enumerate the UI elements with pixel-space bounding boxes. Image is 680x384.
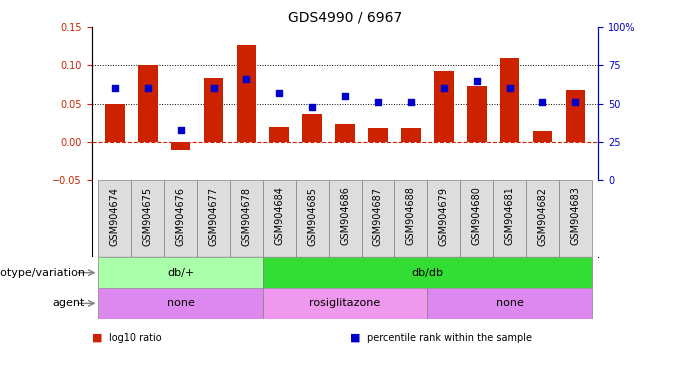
Text: GSM904688: GSM904688 bbox=[406, 187, 416, 245]
Text: GSM904676: GSM904676 bbox=[175, 187, 186, 246]
Text: GSM904680: GSM904680 bbox=[472, 187, 481, 245]
Bar bbox=[362, 180, 394, 257]
Text: GSM904681: GSM904681 bbox=[505, 187, 515, 245]
Point bbox=[570, 99, 581, 105]
Bar bbox=[466, 86, 487, 142]
Point bbox=[373, 99, 384, 105]
Text: GSM904678: GSM904678 bbox=[241, 187, 252, 246]
Title: GDS4990 / 6967: GDS4990 / 6967 bbox=[288, 10, 403, 24]
Bar bbox=[526, 180, 559, 257]
Bar bbox=[269, 127, 289, 142]
Point bbox=[340, 93, 351, 99]
Point bbox=[307, 104, 318, 110]
Bar bbox=[263, 180, 296, 257]
Text: db/+: db/+ bbox=[167, 268, 194, 278]
Bar bbox=[566, 90, 585, 142]
Bar bbox=[263, 257, 592, 288]
Point bbox=[109, 85, 120, 91]
Text: GSM904685: GSM904685 bbox=[307, 187, 317, 246]
Point bbox=[504, 85, 515, 91]
Text: GSM904683: GSM904683 bbox=[571, 187, 580, 245]
Bar bbox=[335, 124, 355, 142]
Text: GSM904679: GSM904679 bbox=[439, 187, 449, 246]
Bar bbox=[500, 58, 520, 142]
Text: ■: ■ bbox=[92, 333, 102, 343]
Text: GSM904677: GSM904677 bbox=[209, 187, 218, 246]
Bar bbox=[230, 180, 263, 257]
Point bbox=[274, 90, 285, 96]
Bar bbox=[368, 128, 388, 142]
Bar bbox=[328, 180, 362, 257]
Text: percentile rank within the sample: percentile rank within the sample bbox=[367, 333, 532, 343]
Text: log10 ratio: log10 ratio bbox=[109, 333, 161, 343]
Point bbox=[537, 99, 548, 105]
Bar bbox=[559, 180, 592, 257]
Bar bbox=[131, 180, 164, 257]
Bar bbox=[493, 180, 526, 257]
Bar bbox=[532, 131, 552, 142]
Bar bbox=[263, 288, 427, 319]
Text: ■: ■ bbox=[350, 333, 360, 343]
Text: none: none bbox=[496, 298, 524, 308]
Bar bbox=[460, 180, 493, 257]
Text: none: none bbox=[167, 298, 194, 308]
Text: GSM904684: GSM904684 bbox=[274, 187, 284, 245]
Bar bbox=[394, 180, 427, 257]
Bar bbox=[427, 180, 460, 257]
Text: GSM904674: GSM904674 bbox=[110, 187, 120, 246]
Point bbox=[405, 99, 416, 105]
Text: GSM904675: GSM904675 bbox=[143, 187, 153, 246]
Text: GSM904687: GSM904687 bbox=[373, 187, 383, 246]
Point bbox=[439, 85, 449, 91]
Bar bbox=[427, 288, 592, 319]
Point bbox=[208, 85, 219, 91]
Bar bbox=[171, 142, 190, 150]
Text: genotype/variation: genotype/variation bbox=[0, 268, 85, 278]
Bar bbox=[105, 104, 124, 142]
Bar bbox=[164, 180, 197, 257]
Bar bbox=[296, 180, 328, 257]
Bar bbox=[197, 180, 230, 257]
Bar bbox=[203, 78, 224, 142]
Text: db/db: db/db bbox=[411, 268, 443, 278]
Text: agent: agent bbox=[52, 298, 85, 308]
Text: rosiglitazone: rosiglitazone bbox=[309, 298, 381, 308]
Bar bbox=[99, 288, 263, 319]
Point bbox=[175, 127, 186, 133]
Bar bbox=[138, 65, 158, 142]
Bar bbox=[99, 180, 131, 257]
Text: GSM904686: GSM904686 bbox=[340, 187, 350, 245]
Bar bbox=[434, 71, 454, 142]
Point bbox=[471, 78, 482, 84]
Bar bbox=[99, 257, 263, 288]
Point bbox=[241, 76, 252, 82]
Bar bbox=[401, 128, 421, 142]
Bar bbox=[237, 45, 256, 142]
Text: GSM904682: GSM904682 bbox=[537, 187, 547, 246]
Point bbox=[142, 85, 153, 91]
Bar bbox=[303, 114, 322, 142]
